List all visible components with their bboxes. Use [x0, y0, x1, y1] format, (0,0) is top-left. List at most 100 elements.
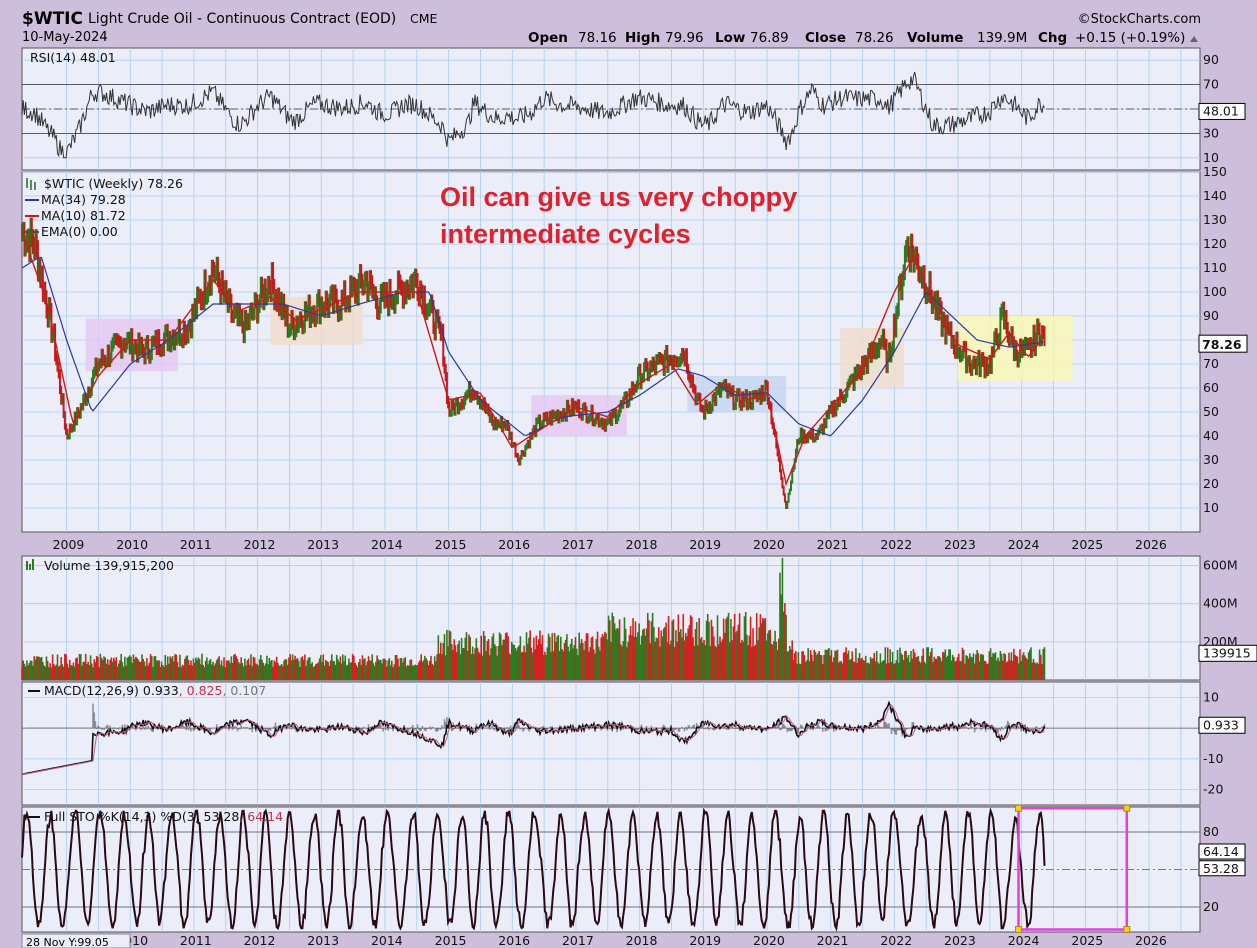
sto-ytick-label: 80: [1203, 824, 1219, 839]
sto-d-label: , 64.14: [239, 809, 283, 824]
price-xtick-label: 2026: [1135, 537, 1167, 552]
sto-box-handle: [1123, 926, 1131, 933]
price-xtick-label: 2024: [1008, 537, 1040, 552]
bottom-xtick-label: 2023: [944, 933, 976, 948]
cursor-readout: 28 Nov Y:99.05: [26, 936, 109, 948]
price-xtick-label: 2017: [562, 537, 594, 552]
bottom-xtick-label: 2024: [1008, 933, 1040, 948]
price-value-tag: [1198, 334, 1248, 353]
instrument-name: Light Crude Oil - Continuous Contract (E…: [88, 11, 396, 27]
rsi-ytick-label: 90: [1203, 52, 1219, 67]
volume-value-tag-text: 139915: [1203, 645, 1251, 660]
chg-label: Chg: [1038, 30, 1067, 46]
bottom-xtick-label: 2018: [626, 933, 658, 948]
macd-label: MACD(12,26,9) 0.933, 0.825, 0.107: [44, 683, 266, 698]
price-title: $WTIC (Weekly) 78.26: [44, 176, 183, 191]
bottom-xtick-label: 2025: [1071, 933, 1103, 948]
up-arrow-icon: [1190, 36, 1198, 42]
rsi-ytick-label: 70: [1203, 77, 1219, 92]
bottom-xtick-label: 2017: [562, 933, 594, 948]
high-value: 79.96: [665, 30, 704, 46]
low-value: 76.89: [750, 30, 789, 46]
vol-ytick-label: 600M: [1203, 558, 1238, 573]
price-xtick-label: 2016: [498, 537, 530, 552]
bottom-xtick-label: 2015: [435, 933, 467, 948]
high-label: High: [625, 30, 660, 46]
price-value-tag-text: 78.26: [1202, 337, 1242, 352]
price-xtick-label: 2021: [817, 537, 849, 552]
price-xtick-label: 2023: [944, 537, 976, 552]
sto-k-line: [21, 807, 1046, 932]
sto-k-value-tag: [1198, 860, 1246, 877]
price-xtick-label: 2020: [753, 537, 785, 552]
price-ytick-label: 110: [1203, 260, 1227, 275]
price-xtick-label: 2009: [53, 537, 85, 552]
macd-ytick-label: 10: [1203, 689, 1219, 704]
price-ytick-label: 150: [1203, 164, 1227, 179]
sto-k-value-tag-text: 53.28: [1203, 861, 1239, 876]
price-xtick-label: 2013: [307, 537, 339, 552]
brand-label: ©StockCharts.com: [1078, 12, 1201, 27]
chg-value: +0.15 (+0.19%): [1075, 30, 1185, 46]
sto-ytick-label: 20: [1203, 899, 1219, 914]
bottom-xtick-label: 2026: [1135, 933, 1167, 948]
ma10-line: [21, 231, 1044, 487]
bottom-xtick-label: 2013: [307, 933, 339, 948]
volume-bar-icon: [26, 559, 34, 570]
price-ytick-label: 30: [1203, 452, 1219, 467]
annotation-line-2: intermediate cycles: [440, 219, 691, 249]
annotation-line-1: Oil can give us very choppy: [440, 182, 797, 212]
price-xtick-label: 2012: [244, 537, 276, 552]
ma34-line: [21, 256, 1044, 437]
price-ytick-label: 90: [1203, 308, 1219, 323]
rsi-value-tag: [1198, 102, 1246, 120]
price-ytick-label: 120: [1203, 236, 1227, 251]
cursor-readout-box: [21, 933, 131, 948]
bottom-xtick-label: 2011: [180, 933, 212, 948]
macd-value-tag-text: 0.933: [1203, 717, 1239, 732]
price-ytick-label: 20: [1203, 476, 1219, 491]
sto-box-handle: [1015, 804, 1023, 812]
legend-label: MA(34) 79.28: [41, 192, 126, 207]
price-ytick-label: 50: [1203, 404, 1219, 419]
date-label: 10-May-2024: [22, 30, 108, 45]
macd-hist-label: , 0.107: [222, 683, 266, 698]
price-ytick-label: 100: [1203, 284, 1227, 299]
sto-d-value-tag-text: 64.14: [1203, 844, 1239, 859]
macd-ytick-label: -10: [1203, 751, 1223, 766]
sto-label: Full STO %K(14,3) %D(3) 53.28, 64.14: [44, 809, 283, 824]
macd-signal-label: , 0.825: [179, 683, 223, 698]
vol-ytick-label: 400M: [1203, 596, 1238, 611]
bottom-xtick-label: 2020: [753, 933, 785, 948]
macd-ytick-label: -20: [1203, 782, 1223, 797]
price-xtick-label: 2022: [880, 537, 912, 552]
bottom-xtick-label: 2016: [498, 933, 530, 948]
sto-d-value-tag: [1198, 843, 1246, 860]
sto-box-handle: [1123, 804, 1131, 812]
price-xtick-label: 2018: [626, 537, 658, 552]
volume-label: Volume 139,915,200: [44, 558, 174, 573]
price-ytick-label: 10: [1203, 500, 1219, 515]
price-ytick-label: 60: [1203, 380, 1219, 395]
macd-signal-line: [21, 704, 1045, 775]
rsi-ytick-label: 10: [1203, 150, 1219, 165]
price-bar-icon: [26, 178, 36, 190]
low-label: Low: [715, 30, 745, 46]
volume-value: 139.9M: [977, 30, 1027, 46]
close-label: Close: [805, 30, 846, 46]
price-xtick-label: 2025: [1071, 537, 1103, 552]
price-ytick-label: 70: [1203, 356, 1219, 371]
price-xtick-label: 2010: [116, 537, 148, 552]
macd-panel: [21, 681, 1201, 806]
symbol-label: $WTIC: [22, 9, 83, 29]
bottom-xtick-label: 2012: [244, 933, 276, 948]
open-value: 78.16: [578, 30, 617, 46]
exchange-label: CME: [410, 11, 438, 26]
sto-magenta-box: [1017, 807, 1129, 931]
price-ytick-label: 130: [1203, 212, 1227, 227]
volume-value-tag: [1198, 644, 1257, 662]
price-ytick-label: 140: [1203, 188, 1227, 203]
bottom-xtick-label: 2022: [880, 933, 912, 948]
open-label: Open: [528, 30, 568, 46]
